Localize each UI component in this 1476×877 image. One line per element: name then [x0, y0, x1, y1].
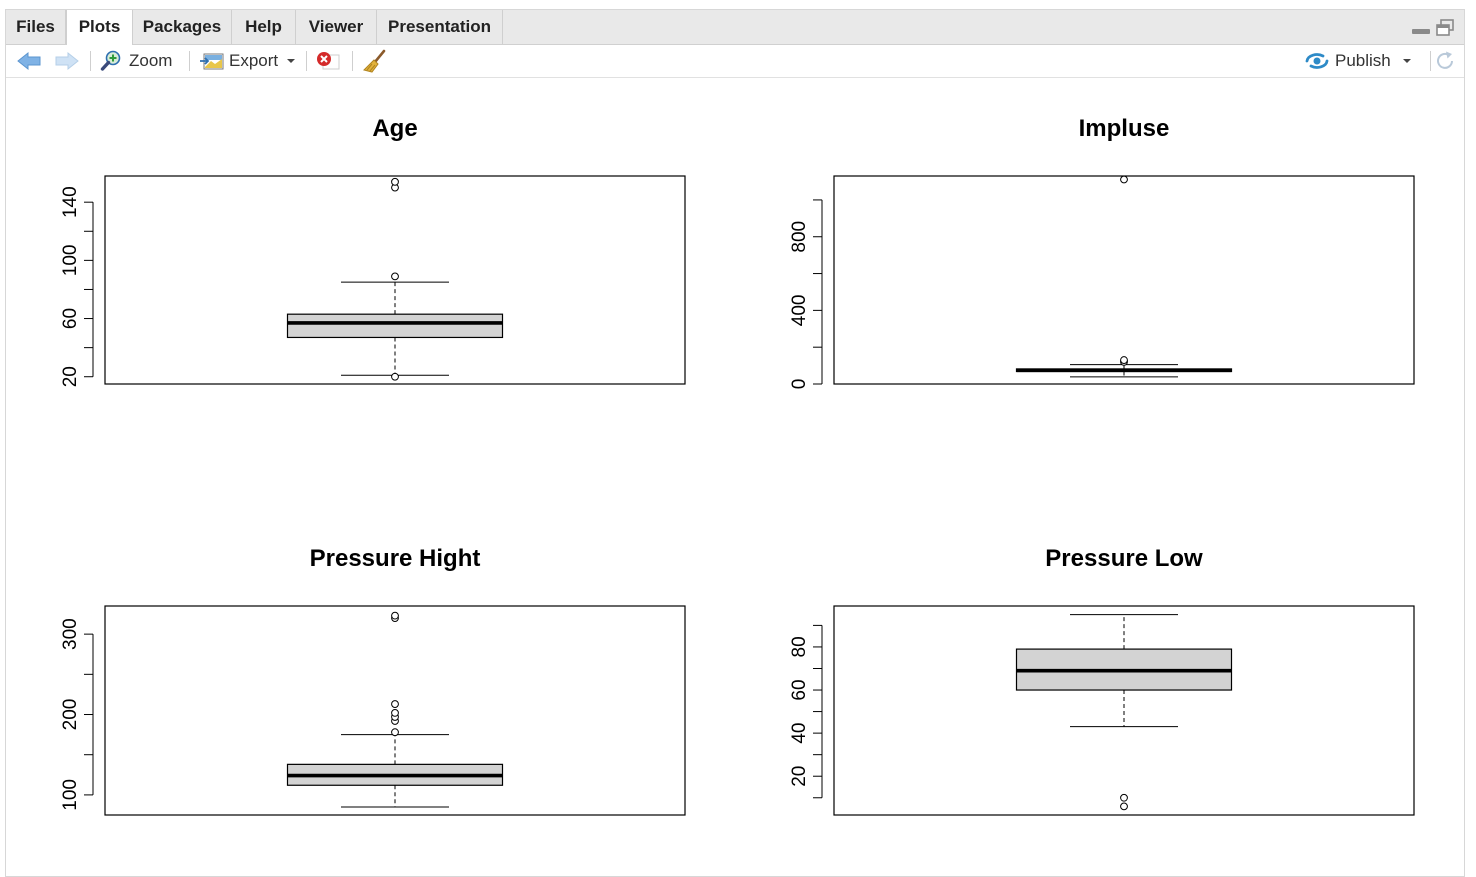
outlier-point	[1120, 802, 1128, 811]
toolbar-separator	[306, 51, 307, 71]
toolbar-separator	[90, 51, 91, 71]
outlier-point	[1120, 793, 1128, 802]
publish-icon	[1305, 53, 1329, 69]
publish-button[interactable]: Publish	[1304, 45, 1413, 77]
plot-frame	[104, 605, 686, 816]
outlier-point	[391, 372, 399, 381]
refresh-button[interactable]	[1434, 45, 1456, 77]
pane-tab-bar: Files Plots Packages Help Viewer Present…	[6, 10, 1464, 45]
outlier-point	[391, 177, 399, 186]
arrow-right-icon	[55, 51, 79, 71]
zoom-button[interactable]: Zoom	[100, 45, 172, 77]
plot-frame	[833, 605, 1415, 816]
tab-plots[interactable]: Plots	[66, 10, 133, 45]
y-tick-label: 400	[789, 295, 810, 327]
chart-title: Impluse	[1079, 115, 1170, 142]
outlier-point	[391, 272, 399, 281]
outlier-point	[391, 709, 399, 717]
y-tick-label: 0	[789, 379, 810, 390]
arrow-left-icon	[17, 51, 41, 71]
y-tick-label: 100	[60, 245, 81, 277]
refresh-icon	[1437, 51, 1453, 69]
back-button[interactable]	[16, 45, 42, 77]
outlier-point	[391, 611, 399, 620]
y-tick-label: 20	[60, 366, 81, 387]
plot-frame	[104, 175, 686, 385]
plot-frame	[833, 175, 1415, 385]
remove-plot-icon	[317, 52, 340, 70]
toolbar-separator	[1430, 51, 1431, 71]
y-tick-label: 20	[789, 766, 810, 787]
magnifier-icon	[100, 50, 121, 71]
outlier-point	[1120, 356, 1128, 364]
forward-button[interactable]	[54, 45, 80, 77]
remove-plot-button[interactable]	[315, 45, 341, 77]
y-tick-label: 800	[789, 221, 810, 253]
window-controls	[1412, 19, 1454, 39]
y-tick-label: 200	[60, 699, 81, 731]
boxplot-panel: Impluse 0 400 800	[789, 115, 1415, 390]
chart-title: Age	[372, 115, 417, 142]
tab-help[interactable]: Help	[232, 10, 296, 44]
export-menu-button[interactable]: Export	[199, 45, 297, 77]
y-tick-label: 140	[60, 186, 81, 218]
tab-files[interactable]: Files	[6, 10, 66, 44]
boxplot-panel: Age 20 60 100 140	[60, 115, 686, 387]
chevron-down-icon	[287, 59, 296, 63]
export-image-icon	[200, 53, 224, 70]
y-tick-label: 40	[789, 723, 810, 744]
export-label: Export	[229, 51, 279, 70]
broom-icon	[363, 49, 386, 73]
toolbar-separator	[352, 51, 353, 71]
tab-viewer[interactable]: Viewer	[296, 10, 377, 44]
boxplot-grid: Age 20 60 100 140 Impluse 0 400 800 Pressure High…	[60, 115, 1415, 816]
clear-all-plots-button[interactable]	[362, 45, 388, 77]
tab-presentation[interactable]: Presentation	[377, 10, 503, 44]
tab-packages[interactable]: Packages	[133, 10, 232, 44]
y-tick-label: 100	[60, 779, 81, 811]
plots-toolbar: Zoom Export	[6, 45, 1464, 78]
chart-title: Pressure Hight	[310, 545, 481, 572]
minimize-pane-icon[interactable]	[1412, 29, 1430, 34]
outlier-point	[1120, 175, 1128, 184]
chart-title: Pressure Low	[1045, 545, 1203, 572]
y-tick-label: 80	[789, 636, 810, 657]
boxplot-panel: Pressure Hight 100 200 300	[60, 545, 686, 816]
toolbar-separator	[189, 51, 190, 71]
maximize-pane-icon[interactable]	[1436, 19, 1454, 37]
boxplot-panel: Pressure Low 20 40 60 80	[789, 545, 1415, 816]
iqr-box	[286, 313, 504, 339]
y-tick-label: 60	[789, 679, 810, 700]
outlier-point	[391, 728, 399, 737]
plots-pane: Files Plots Packages Help Viewer Present…	[5, 9, 1465, 877]
y-tick-label: 300	[60, 618, 81, 650]
y-tick-label: 60	[60, 308, 81, 329]
chevron-down-icon	[1402, 59, 1411, 63]
zoom-label: Zoom	[129, 51, 173, 70]
plot-area: Age 20 60 100 140 Impluse 0 400 800 Pressure High…	[6, 78, 1464, 876]
publish-label: Publish	[1335, 51, 1391, 70]
outlier-point	[391, 700, 399, 708]
